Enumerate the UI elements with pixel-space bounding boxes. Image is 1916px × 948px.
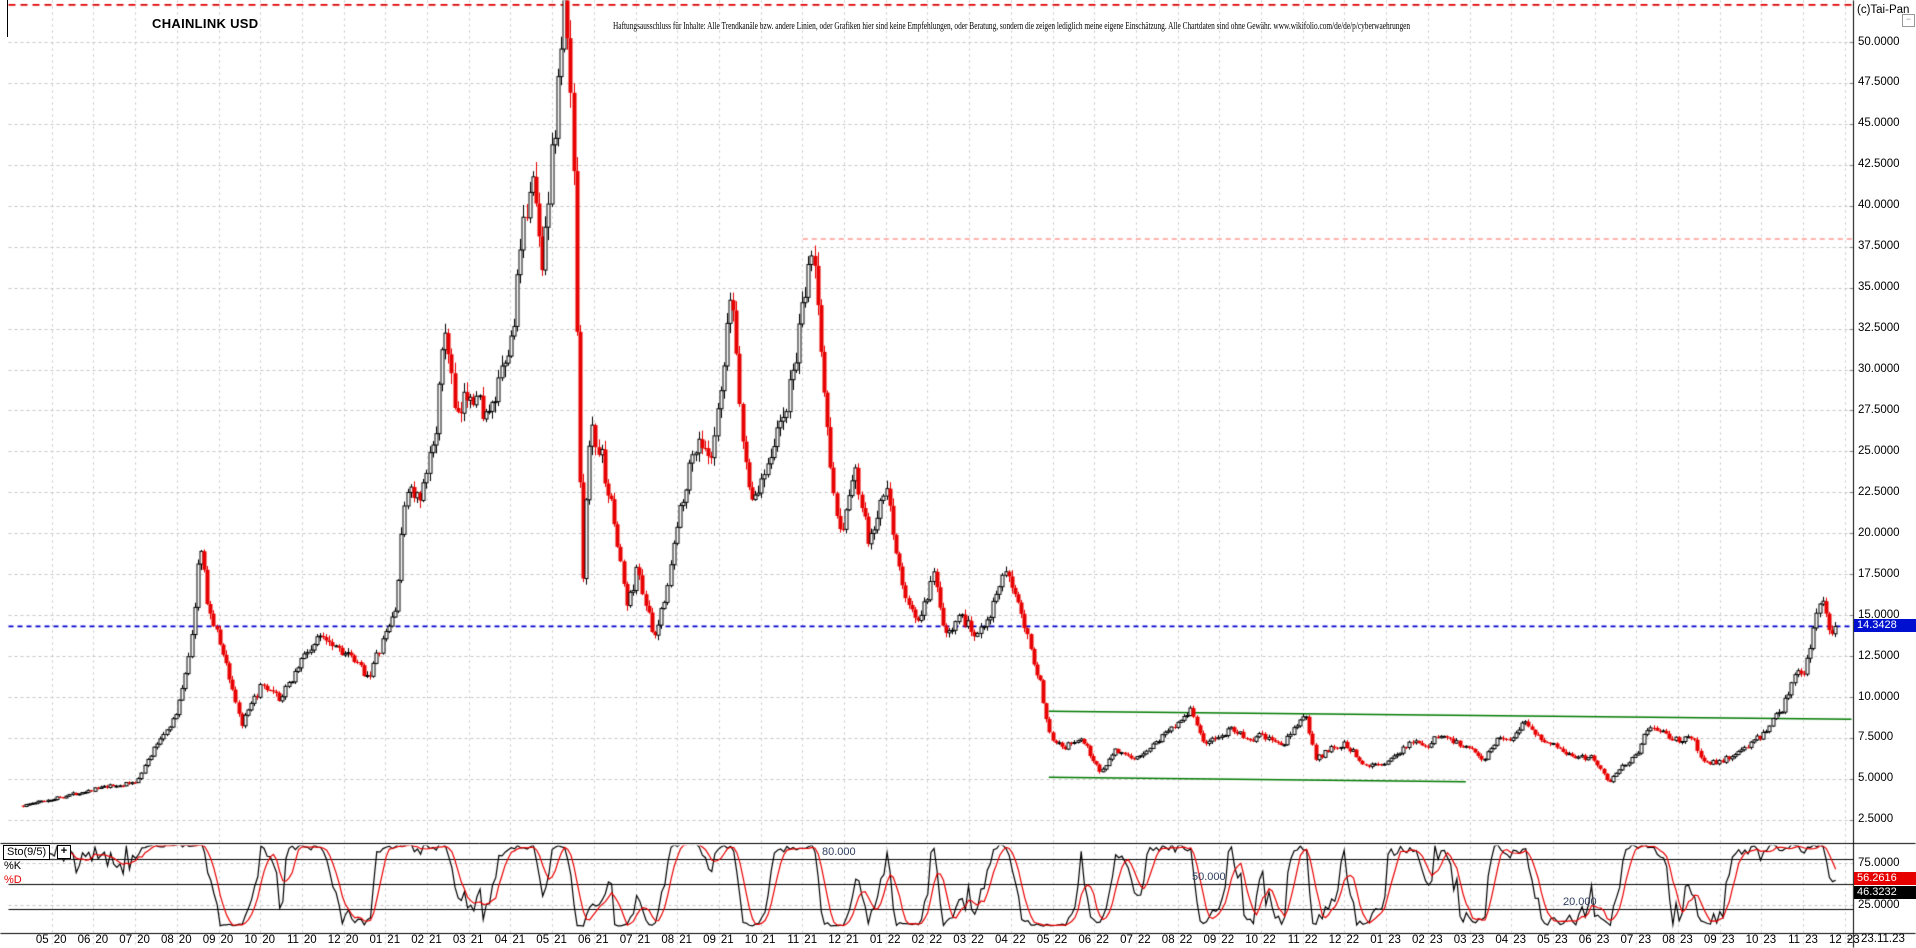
- date-tick-label: 08 20: [161, 934, 192, 946]
- stochastic-d-legend: %D: [4, 874, 22, 886]
- price-tick-label: 12.5000: [1858, 649, 1900, 662]
- left-edge-tick: [7, 0, 8, 37]
- date-tick-label: 05 22: [1036, 934, 1068, 946]
- date-tick-label: 08 22: [1161, 934, 1193, 946]
- date-tick-label: 11 20: [286, 934, 317, 946]
- stochastic-k-value-badge: 46.3232: [1854, 886, 1916, 899]
- price-tick-label: 17.5000: [1858, 567, 1900, 580]
- date-tick-label: 11 23: [1788, 934, 1818, 946]
- date-tick-label: 10 21: [744, 934, 776, 946]
- last-date-label: 23.11.23: [1861, 933, 1905, 945]
- price-tick-label: 2.5000: [1858, 813, 1894, 826]
- stochastic-d-value-badge: 56.2616: [1854, 872, 1916, 885]
- date-tick-label: 07 23: [1620, 934, 1652, 946]
- price-tick-label: 22.5000: [1858, 485, 1900, 498]
- indicator-ref-label: 50.000: [1192, 871, 1226, 883]
- date-tick-label: 01 23: [1370, 934, 1401, 946]
- date-tick-label: 04 22: [995, 934, 1026, 946]
- date-tick-label: 02 22: [911, 934, 943, 946]
- disclaimer-text: Haftungsausschluss für Inhalte: Alle Tre…: [613, 21, 1411, 32]
- last-price-badge: 14.3428: [1854, 618, 1916, 632]
- indicator-ref-label: 20.000: [1563, 896, 1597, 909]
- price-tick-label: 42.5000: [1858, 158, 1900, 171]
- date-tick-label: 10 23: [1745, 934, 1777, 946]
- date-tick-label: 02 23: [1412, 934, 1443, 946]
- date-tick-label: 02 21: [411, 934, 442, 946]
- date-tick-label: 03 21: [452, 934, 484, 946]
- indicator-add-button[interactable]: +: [57, 845, 71, 859]
- price-tick-label: 20.0000: [1858, 526, 1900, 539]
- date-tick-label: 12 21: [828, 934, 859, 946]
- date-tick-label: 05 21: [536, 934, 567, 946]
- axis-end-dash: -: [1847, 933, 1851, 945]
- chart-title: CHAINLINK USD: [152, 16, 259, 31]
- date-tick-label: 09 20: [202, 934, 234, 946]
- date-tick-label: 03 22: [953, 934, 984, 946]
- date-tick-label: 09 21: [703, 934, 734, 946]
- price-tick-label: 5.0000: [1858, 772, 1894, 785]
- date-tick-label: 12 20: [327, 934, 359, 946]
- indicator-ref-label: 80.000: [822, 845, 856, 858]
- price-tick-label: 37.5000: [1858, 240, 1900, 253]
- date-tick-label: 10 22: [1245, 934, 1276, 946]
- date-tick-label: 06 21: [578, 934, 609, 946]
- date-tick-label: 11 21: [787, 934, 818, 946]
- date-tick-label: 03 23: [1453, 934, 1485, 946]
- price-tick-label: 32.5000: [1858, 322, 1900, 335]
- date-tick-label: 05 23: [1537, 934, 1568, 946]
- price-tick-label: 25.0000: [1858, 444, 1900, 457]
- date-tick-label: 07 22: [1120, 934, 1151, 946]
- date-tick-label: 11 22: [1287, 934, 1318, 946]
- date-tick-label: 10 20: [244, 934, 275, 946]
- price-tick-label: 7.5000: [1858, 731, 1894, 744]
- price-tick-label: 27.5000: [1858, 403, 1900, 416]
- date-tick-label: 09 23: [1703, 934, 1735, 946]
- price-tick-label: 40.0000: [1858, 199, 1900, 212]
- date-tick-label: 04 23: [1495, 934, 1526, 946]
- indicator-axis-label-25: 25.0000: [1858, 899, 1900, 911]
- date-tick-label: 08 21: [661, 934, 692, 946]
- date-tick-label: 05 20: [35, 934, 67, 946]
- date-tick-label: 08 23: [1662, 934, 1693, 946]
- price-tick-label: 50.0000: [1858, 35, 1900, 48]
- price-tick-label: 47.5000: [1858, 76, 1900, 89]
- date-tick-label: 09 22: [1203, 934, 1235, 946]
- price-tick-label: 45.0000: [1858, 117, 1900, 130]
- price-tick-label: 35.0000: [1858, 281, 1900, 294]
- date-tick-label: 01 22: [869, 934, 901, 946]
- date-tick-label: 04 21: [494, 934, 526, 946]
- price-tick-label: 15.0000: [1858, 608, 1900, 621]
- stochastic-k-legend: %K: [4, 860, 22, 872]
- date-tick-label: 07 21: [619, 934, 651, 946]
- date-tick-label: 07 20: [119, 934, 150, 946]
- price-tick-label: 30.0000: [1858, 363, 1900, 376]
- date-tick-label: 12 22: [1328, 934, 1360, 946]
- date-tick-label: 06 22: [1078, 934, 1109, 946]
- date-tick-label: 01 21: [369, 934, 401, 946]
- date-tick-label: 06 23: [1578, 934, 1610, 946]
- copyright-label: (c)Tai-Pan: [1857, 4, 1910, 16]
- date-tick-label: 12 23: [1829, 934, 1860, 946]
- minimize-icon[interactable]: −: [1902, 14, 1915, 27]
- price-tick-label: 10.0000: [1858, 690, 1900, 703]
- date-tick-label: 06 20: [77, 934, 109, 946]
- indicator-name-box[interactable]: Sto(9/5): [3, 845, 51, 860]
- indicator-axis-label-75: 75.0000: [1858, 857, 1900, 869]
